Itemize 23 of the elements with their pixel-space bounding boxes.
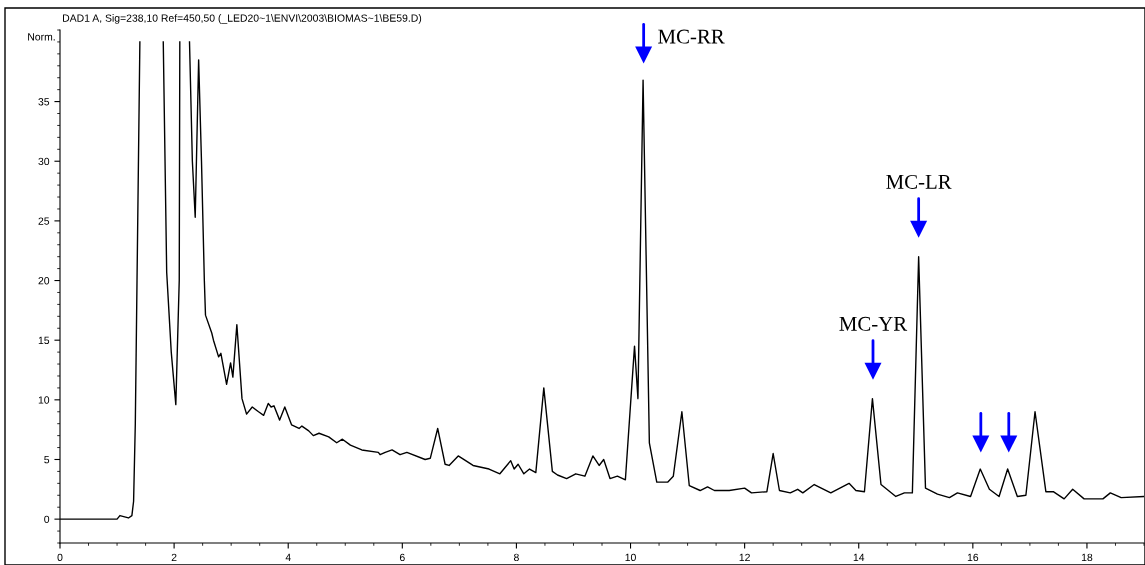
x-tick-label: 10: [625, 553, 636, 562]
x-tick-label: 14: [853, 553, 865, 561]
annotation: MC-LR: [886, 174, 952, 189]
x-tick-label: 6: [399, 553, 405, 562]
x-tick-label: 18: [1081, 553, 1093, 562]
y-tick-label: 5: [44, 456, 50, 464]
y-tick-label: 10: [38, 396, 50, 404]
y-tick-label: 20: [38, 277, 50, 285]
y-tick-label: 0: [44, 515, 50, 524]
x-tick-label: 12: [739, 553, 750, 561]
chart-title: DAD1 A, Sig=238,10 Ref=450,50 (_LED20~1\ENVI\2003\BIOMAS~1\BE59.D): [63, 14, 422, 24]
y-tick-label: 35: [38, 98, 50, 106]
y-tick-label: 25: [38, 217, 50, 225]
annotation: MC-YR: [839, 316, 908, 331]
annotation: MC-RR: [658, 29, 725, 44]
x-tick-label: 8: [513, 553, 519, 562]
y-axis-title: Norm.: [28, 33, 55, 41]
y-tick-label: 15: [38, 336, 50, 345]
x-tick-label: 2: [171, 553, 177, 561]
y-tick-label: 30: [38, 157, 50, 166]
x-tick-label: 0: [57, 553, 63, 562]
x-tick-label: 16: [967, 553, 979, 562]
x-tick-label: 4: [285, 553, 291, 561]
